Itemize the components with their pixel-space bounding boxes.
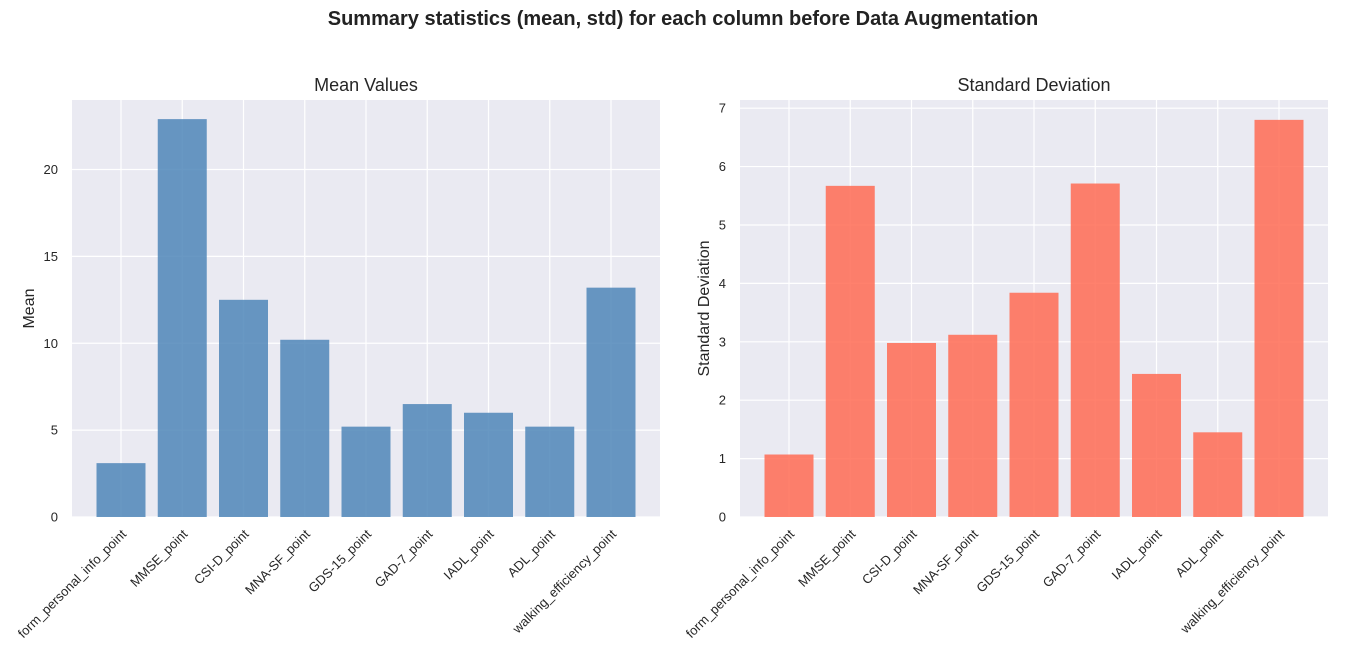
- y-tick-label: 5: [51, 423, 58, 438]
- x-tick-label: form_personal_info_point: [15, 526, 130, 641]
- y-tick-label: 2: [719, 393, 726, 408]
- x-tick-label: MMSE_point: [127, 526, 191, 590]
- y-axis-label: Standard Deviation: [696, 240, 713, 376]
- bar-GAD-7_point: [1070, 183, 1120, 518]
- bar-form_personal_info_point: [764, 454, 814, 517]
- bar-GDS-15_point: [341, 426, 391, 517]
- bar-MMSE_point: [825, 185, 875, 517]
- bar-GAD-7_point: [402, 404, 452, 517]
- bar-IADL_point: [464, 412, 513, 517]
- x-tick-label: walking_efficiency_point: [509, 526, 620, 637]
- bar-MMSE_point: [157, 119, 207, 518]
- x-tick-label: walking_efficiency_point: [1177, 526, 1288, 637]
- x-tick-label: ADL_point: [1172, 526, 1226, 580]
- y-tick-label: 1: [719, 451, 726, 466]
- x-tick-label: MMSE_point: [795, 526, 859, 590]
- y-tick-label: 10: [44, 336, 58, 351]
- x-tick-label: CSI-D_point: [191, 526, 252, 587]
- x-tick-label: MNA-SF_point: [242, 526, 313, 597]
- y-tick-label: 3: [719, 334, 726, 349]
- chart-title: Standard Deviation: [957, 75, 1110, 95]
- bar-walking_efficiency_point: [586, 287, 636, 517]
- y-tick-label: 7: [719, 101, 726, 116]
- y-tick-label: 6: [719, 159, 726, 174]
- x-tick-label: MNA-SF_point: [910, 526, 981, 597]
- bar-CSI-D_point: [219, 299, 268, 517]
- x-tick-label: GDS-15_point: [973, 526, 1042, 595]
- bar-form_personal_info_point: [96, 463, 146, 517]
- y-axis-label: Mean: [21, 288, 38, 328]
- standard-deviation-chart: 0 1 2 3 4 5 6 7 form_personal_info_pointMMSE_poi…: [683, 75, 1328, 641]
- y-tick-label: 5: [719, 217, 726, 232]
- bar-GDS-15_point: [1009, 292, 1059, 517]
- mean-values-chart: 0 5 10 15 20 form_personal_info_pointMMSE_poi…: [15, 75, 660, 641]
- y-tick-label: 0: [719, 510, 726, 525]
- x-tick-label: form_personal_info_point: [683, 526, 798, 641]
- bar-ADL_point: [1193, 432, 1243, 517]
- x-tick-label: IADL_point: [441, 526, 497, 582]
- x-tick-label: GAD-7_point: [1040, 526, 1104, 590]
- x-tick-label: GAD-7_point: [372, 526, 436, 590]
- chart-title: Mean Values: [314, 75, 418, 95]
- bar-ADL_point: [525, 426, 575, 517]
- figure-title: Summary statistics (mean, std) for each …: [327, 8, 1039, 30]
- x-tick-label: GDS-15_point: [305, 526, 374, 595]
- x-tick-label: CSI-D_point: [859, 526, 920, 587]
- x-tick-label: IADL_point: [1109, 526, 1165, 582]
- bar-CSI-D_point: [887, 342, 936, 517]
- x-tick-label: ADL_point: [504, 526, 558, 580]
- y-tick-label: 15: [44, 249, 58, 264]
- bar-walking_efficiency_point: [1254, 119, 1304, 517]
- bar-MNA-SF_point: [280, 339, 330, 517]
- y-tick-label: 20: [44, 162, 58, 177]
- y-tick-label: 0: [51, 510, 58, 525]
- bar-MNA-SF_point: [948, 334, 998, 517]
- y-tick-label: 4: [719, 276, 726, 291]
- bar-IADL_point: [1132, 373, 1181, 517]
